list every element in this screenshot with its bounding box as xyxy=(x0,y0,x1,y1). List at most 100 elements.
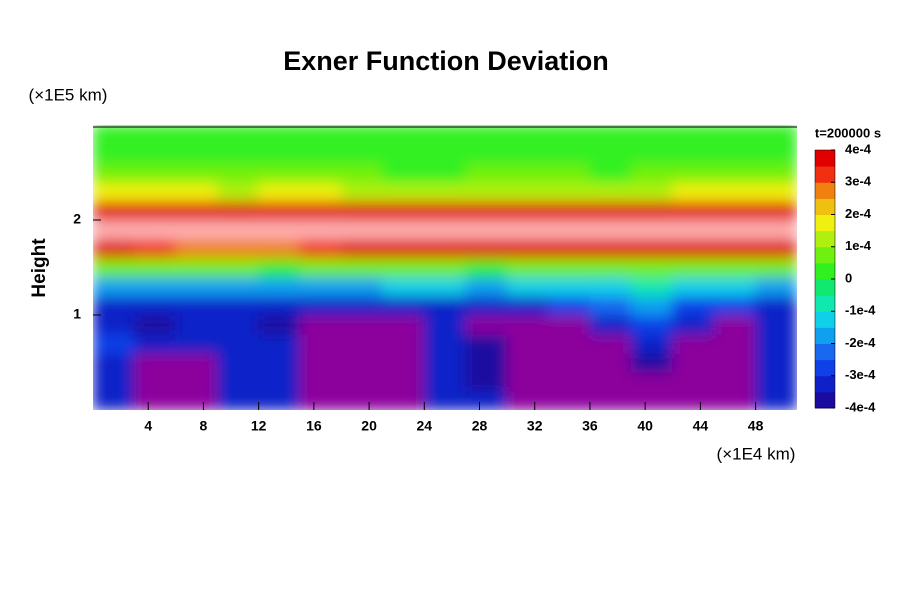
cell xyxy=(175,162,218,183)
cell xyxy=(93,295,135,316)
cell xyxy=(216,257,260,278)
cell xyxy=(216,352,260,373)
cell xyxy=(93,352,135,373)
cell xyxy=(93,143,135,164)
cell xyxy=(175,125,218,145)
cell xyxy=(216,333,260,354)
cell xyxy=(216,162,260,183)
cell xyxy=(133,295,177,316)
cell xyxy=(548,162,591,183)
x-tick-label: 8 xyxy=(200,418,208,434)
cell xyxy=(672,219,715,240)
cell xyxy=(382,162,425,183)
cell xyxy=(713,295,757,316)
cell xyxy=(175,390,218,410)
cell xyxy=(258,181,301,202)
colorbar-tick-label: -1e-4 xyxy=(845,303,876,318)
cell xyxy=(630,257,674,278)
cell xyxy=(589,143,632,164)
overlay: 4 8 12 16 20 24 28 32 36 40 44 48124e-43e-42e-41e-4… xyxy=(73,126,876,434)
cell xyxy=(423,125,467,145)
cell xyxy=(672,257,715,278)
cell xyxy=(672,238,715,259)
cell xyxy=(93,162,135,183)
x-tick-label: 36 xyxy=(582,418,598,434)
cell xyxy=(713,181,757,202)
cell xyxy=(506,314,550,335)
cell xyxy=(340,257,384,278)
cell xyxy=(423,238,467,259)
cell xyxy=(630,295,674,316)
cell xyxy=(382,276,425,297)
field xyxy=(93,125,797,410)
cell xyxy=(299,295,342,316)
cell xyxy=(630,200,674,221)
cell xyxy=(630,390,674,410)
cell xyxy=(630,162,674,183)
cell xyxy=(672,314,715,335)
x-tick-label: 40 xyxy=(637,418,653,434)
cell xyxy=(713,143,757,164)
cell xyxy=(465,257,508,278)
colorbar-swatch xyxy=(815,359,835,377)
cell xyxy=(423,371,467,392)
cell xyxy=(423,143,467,164)
cell xyxy=(755,295,797,316)
cell xyxy=(630,371,674,392)
cell xyxy=(216,314,260,335)
cell xyxy=(216,181,260,202)
colorbar-swatch xyxy=(815,246,835,264)
colorbar-swatch xyxy=(815,230,835,248)
cell xyxy=(175,238,218,259)
cell xyxy=(382,352,425,373)
colorbar-swatch xyxy=(815,295,835,312)
cell xyxy=(672,125,715,145)
cell xyxy=(340,314,384,335)
cell xyxy=(382,181,425,202)
cell xyxy=(133,333,177,354)
cell xyxy=(713,125,757,145)
colorbar-swatch xyxy=(815,311,835,328)
cell xyxy=(258,390,301,410)
cell xyxy=(548,390,591,410)
cell xyxy=(465,276,508,297)
cell xyxy=(755,162,797,183)
cell xyxy=(548,181,591,202)
cell xyxy=(93,314,135,335)
cell xyxy=(382,314,425,335)
cell xyxy=(672,162,715,183)
x-tick-label: 48 xyxy=(748,418,764,434)
cell xyxy=(340,371,384,392)
cell xyxy=(630,352,674,373)
cell xyxy=(258,200,301,221)
cell xyxy=(382,219,425,240)
cell xyxy=(630,333,674,354)
cell xyxy=(548,314,591,335)
cell xyxy=(133,162,177,183)
cell xyxy=(258,219,301,240)
cell xyxy=(423,257,467,278)
cell xyxy=(548,200,591,221)
cell xyxy=(589,276,632,297)
cell xyxy=(548,238,591,259)
cell xyxy=(630,276,674,297)
cell xyxy=(258,238,301,259)
colorbar-tick-label: 1e-4 xyxy=(845,238,872,253)
cell xyxy=(465,125,508,145)
colorbar-tick-label: 4e-4 xyxy=(845,141,872,156)
cell xyxy=(299,314,342,335)
cell xyxy=(299,371,342,392)
cell xyxy=(93,125,135,145)
cell xyxy=(133,314,177,335)
cell xyxy=(216,219,260,240)
cell xyxy=(299,352,342,373)
cell xyxy=(175,352,218,373)
x-tick-label: 20 xyxy=(361,418,377,434)
cell xyxy=(175,219,218,240)
cell xyxy=(465,333,508,354)
y-unit: (×1E5 km) xyxy=(29,85,108,104)
cell xyxy=(93,276,135,297)
cell xyxy=(506,352,550,373)
cell xyxy=(216,371,260,392)
cell xyxy=(423,333,467,354)
